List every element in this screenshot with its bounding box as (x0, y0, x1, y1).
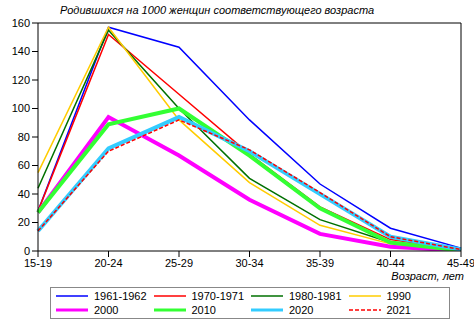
svg-text:100: 100 (12, 102, 30, 114)
html-text:1980-1981: 1980-1981 (289, 290, 342, 302)
html-text:2021: 2021 (386, 304, 411, 316)
svg-text:25-29: 25-29 (165, 257, 193, 269)
html-text:1990: 1990 (386, 290, 411, 302)
html-text:Возраст, лет: Возраст, лет (391, 270, 464, 282)
svg-text:40: 40 (18, 188, 30, 200)
svg-text:15-19: 15-19 (24, 257, 52, 269)
svg-text:40-44: 40-44 (376, 257, 404, 269)
html-text:1961-1962: 1961-1962 (94, 290, 147, 302)
svg-text:0: 0 (24, 245, 30, 257)
html-text:2020: 2020 (289, 304, 314, 316)
svg-text:35-39: 35-39 (306, 257, 334, 269)
html-text:Родившихся на 1000 женщин соот: Родившихся на 1000 женщин соответствующе… (60, 4, 375, 16)
svg-text:30-34: 30-34 (235, 257, 263, 269)
svg-text:80: 80 (18, 131, 30, 143)
html-text:1970-1971: 1970-1971 (191, 290, 245, 302)
html-text:2000: 2000 (94, 304, 119, 316)
svg-text:45-49: 45-49 (447, 257, 466, 269)
svg-text:140: 140 (12, 45, 30, 57)
svg-text:120: 120 (12, 74, 30, 86)
svg-text:160: 160 (12, 17, 30, 29)
svg-text:60: 60 (18, 159, 30, 171)
svg-text:20-24: 20-24 (94, 257, 122, 269)
svg-text:20: 20 (18, 216, 30, 228)
html-text:2010: 2010 (191, 304, 216, 316)
